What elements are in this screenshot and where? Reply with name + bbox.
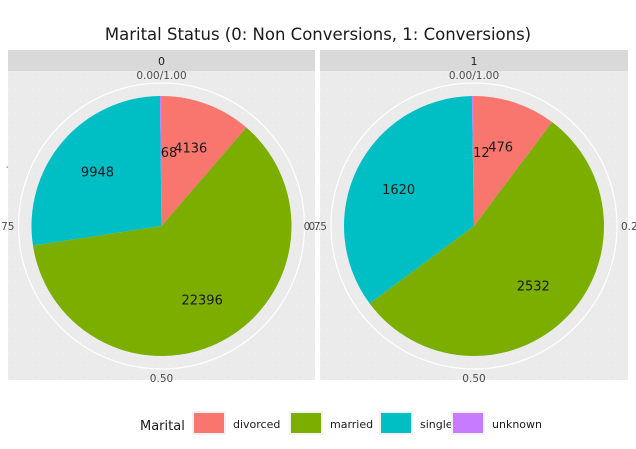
facet-strip-label: 0 bbox=[158, 55, 165, 68]
facet-panel: 1 476 2532 1620 12 0.00/1.00 0.25 0.50 0.75 bbox=[304, 50, 636, 385]
legend-item-married: married bbox=[289, 411, 373, 435]
legend-label: single bbox=[420, 418, 453, 431]
facet-strip bbox=[320, 50, 628, 71]
polar-tick-label: 0.75 bbox=[304, 221, 327, 233]
legend-key bbox=[291, 413, 321, 433]
polar-grid-circle bbox=[17, 82, 306, 370]
facet-strip bbox=[8, 50, 315, 71]
legend-key bbox=[381, 413, 411, 433]
data-label: 2532 bbox=[517, 280, 550, 295]
chart-title: Marital Status (0: Non Conversions, 1: C… bbox=[105, 25, 531, 44]
polar-tick-label: 0.00/1.00 bbox=[449, 70, 499, 82]
polar-grid-circle bbox=[330, 82, 618, 370]
pie-slice-divorced bbox=[161, 96, 247, 226]
data-label: 22396 bbox=[181, 293, 222, 308]
legend-item-unknown: unknown bbox=[451, 411, 542, 435]
data-label: 68 bbox=[161, 146, 178, 161]
facet-strip-label: 1 bbox=[471, 55, 478, 68]
data-label: 9948 bbox=[81, 166, 114, 181]
pie-slice-married bbox=[369, 122, 604, 357]
pie-slice-single bbox=[343, 96, 474, 304]
pie-slice-unknown bbox=[159, 96, 162, 226]
polar-tick-label: 0.50 bbox=[462, 373, 485, 385]
legend: Marital divorced married single unknown bbox=[140, 411, 542, 435]
legend-key bbox=[194, 413, 224, 433]
polar-tick-label: 0.75 bbox=[0, 221, 15, 233]
polar-tick-label: 0.25 bbox=[621, 221, 636, 233]
polar-tick-label: 0.50 bbox=[150, 373, 173, 385]
pie-slice-single bbox=[31, 96, 162, 246]
pie-slice-divorced bbox=[474, 96, 553, 226]
pie-slice-unknown bbox=[471, 96, 474, 226]
legend-key bbox=[453, 413, 483, 433]
legend-item-divorced: divorced bbox=[192, 411, 280, 435]
data-label: 476 bbox=[488, 140, 513, 155]
pie-slice-married bbox=[32, 127, 292, 356]
legend-label: married bbox=[330, 418, 373, 431]
data-label: 1620 bbox=[382, 183, 415, 198]
polar-tick-label: 0.00/1.00 bbox=[136, 70, 186, 82]
legend-item-single: single bbox=[379, 411, 453, 435]
legend-label: unknown bbox=[492, 418, 542, 431]
legend-label: divorced bbox=[233, 418, 280, 431]
data-label: 4136 bbox=[174, 141, 207, 156]
facet-panels: 0 4136 22396 9948 68 0.00/1.00 0.25 0.50 0.75 1 47… bbox=[0, 50, 636, 385]
legend-title: Marital bbox=[140, 419, 185, 434]
data-label: 12 bbox=[473, 146, 490, 161]
